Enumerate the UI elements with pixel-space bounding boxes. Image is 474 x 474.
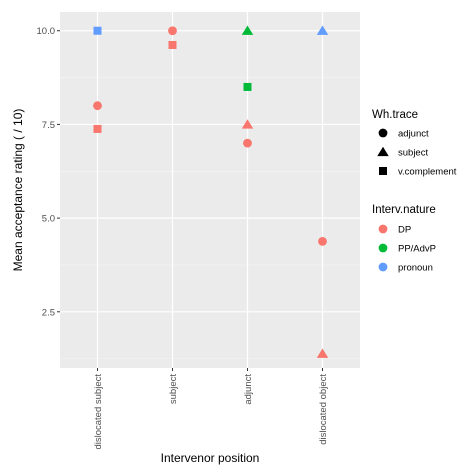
data-point-triangle	[241, 25, 254, 35]
legend-key-color	[378, 262, 388, 272]
data-point-triangle	[316, 348, 329, 358]
data-point-square	[93, 124, 102, 133]
major-gridlines	[60, 12, 360, 368]
legend-interv-nature: Interv.nature DP PP/AdvP pronoun	[372, 204, 436, 274]
legend-key-color	[378, 243, 388, 253]
data-point-circle	[318, 236, 327, 246]
data-point-square	[93, 26, 102, 35]
legend-key-square	[379, 167, 387, 175]
x-axis-label: Intervenor position	[161, 451, 260, 465]
data-points	[93, 25, 329, 358]
legend-label: adjunct	[398, 129, 429, 140]
data-point-circle	[168, 26, 177, 36]
y-tick-label: 5.0	[42, 214, 55, 225]
legend-key-triangle	[377, 146, 389, 157]
data-point-circle	[93, 101, 102, 111]
legend-label: pronoun	[398, 263, 433, 274]
legend-key-circle	[378, 128, 388, 138]
minor-gridlines	[60, 77, 360, 359]
y-tick-label: 10.0	[37, 26, 56, 37]
legend-key-color	[378, 224, 388, 234]
data-point-square	[168, 40, 177, 49]
x-tick-label: subject	[168, 374, 179, 404]
legend-title-interv-nature: Interv.nature	[372, 204, 436, 216]
y-axis-label: Mean acceptance rating ( / 10)	[11, 109, 25, 272]
legend-wh-trace: Wh.trace adjunct subject v.complement	[372, 109, 457, 178]
x-tick-label: adjunct	[243, 374, 254, 405]
panel-background	[60, 12, 360, 368]
data-point-triangle	[241, 119, 254, 129]
legend-title-wh-trace: Wh.trace	[372, 109, 418, 121]
x-axis-ticks: dislocated subject subject adjunct dislocat…	[93, 368, 329, 450]
x-tick-label: dislocated object	[318, 374, 329, 445]
legend-label: PP/AdvP	[398, 244, 436, 255]
y-axis-ticks: 2.5 5.0 7.5 10.0	[37, 26, 60, 318]
data-point-triangle	[316, 25, 329, 35]
data-point-circle	[243, 138, 252, 148]
legend-label: DP	[398, 225, 411, 236]
x-tick-label: dislocated subject	[93, 374, 104, 450]
legend-label: subject	[398, 148, 428, 159]
y-tick-label: 2.5	[42, 307, 55, 318]
legend-label: v.complement	[398, 167, 457, 178]
data-point-square	[243, 82, 252, 91]
y-tick-label: 7.5	[42, 120, 55, 131]
